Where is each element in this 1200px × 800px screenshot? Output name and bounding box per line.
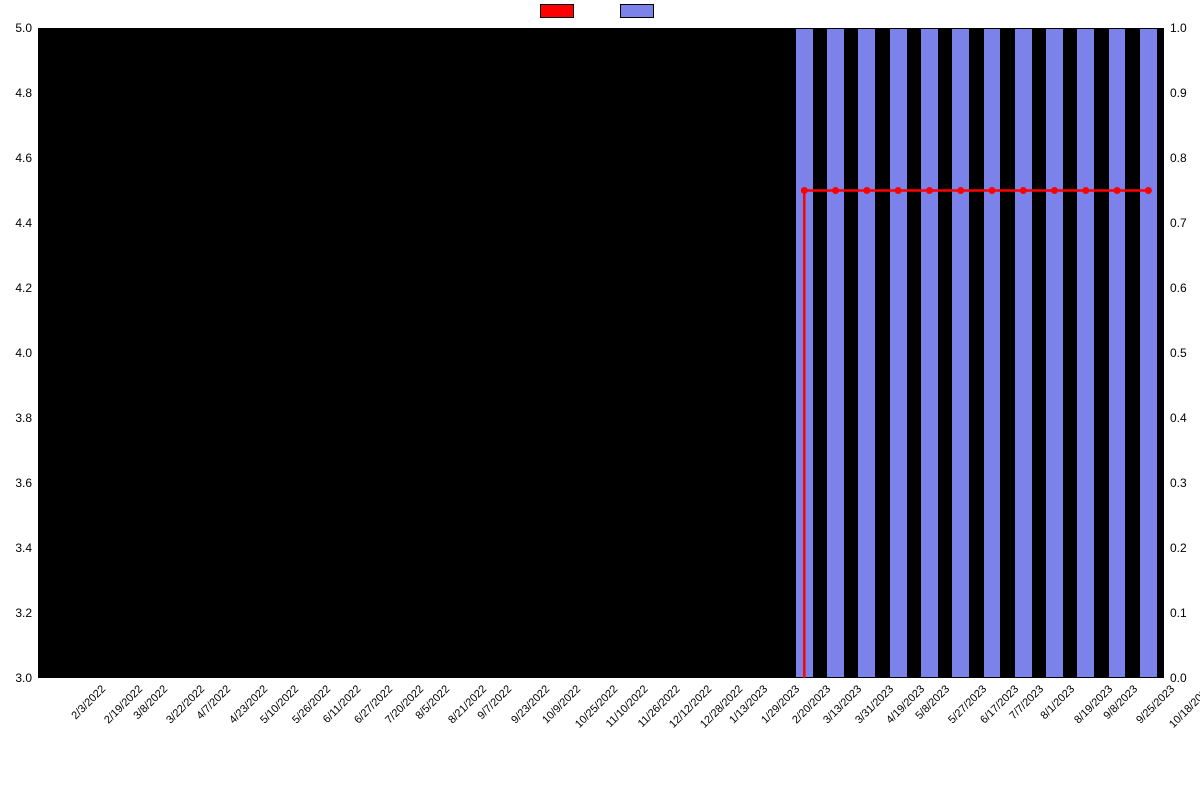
bar (1108, 28, 1127, 678)
y-right-tick-label: 0.4 (1170, 411, 1187, 425)
bar (1076, 28, 1095, 678)
bar (795, 28, 814, 678)
y-left-tick-label: 3.8 (15, 411, 32, 425)
bar (1014, 28, 1033, 678)
legend-swatch-red (540, 4, 574, 18)
bar (951, 28, 970, 678)
y-left-tick-label: 3.6 (15, 476, 32, 490)
bar (889, 28, 908, 678)
legend-swatch-blue (620, 4, 654, 18)
y-left-tick-label: 4.6 (15, 151, 32, 165)
y-left-tick-label: 5.0 (15, 21, 32, 35)
bar (1045, 28, 1064, 678)
bar (920, 28, 939, 678)
legend-item-series1 (540, 4, 580, 18)
y-right-tick-label: 0.3 (1170, 476, 1187, 490)
y-right-tick-label: 0.5 (1170, 346, 1187, 360)
y-right-tick-label: 1.0 (1170, 21, 1187, 35)
y-left-tick-label: 4.4 (15, 216, 32, 230)
y-right-tick-label: 0.8 (1170, 151, 1187, 165)
bar (983, 28, 1002, 678)
legend-item-series2 (620, 4, 660, 18)
y-left-tick-label: 4.2 (15, 281, 32, 295)
y-left-tick-label: 4.0 (15, 346, 32, 360)
y-left-tick-label: 3.4 (15, 541, 32, 555)
bar (826, 28, 845, 678)
y-left-tick-label: 3.0 (15, 671, 32, 685)
y-right-tick-label: 0.0 (1170, 671, 1187, 685)
plot-area: 3.03.23.43.63.84.04.24.44.64.85.0 0.00.1… (38, 28, 1164, 678)
bar (1139, 28, 1158, 678)
y-right-tick-label: 0.2 (1170, 541, 1187, 555)
chart-legend (0, 4, 1200, 18)
y-right-tick-label: 0.9 (1170, 86, 1187, 100)
y-right-tick-label: 0.1 (1170, 606, 1187, 620)
chart-container: { "chart": { "type": "bar-and-line-dual-… (0, 0, 1200, 800)
y-left-tick-label: 3.2 (15, 606, 32, 620)
y-left-tick-label: 4.8 (15, 86, 32, 100)
y-right-tick-label: 0.6 (1170, 281, 1187, 295)
bar (857, 28, 876, 678)
y-right-tick-label: 0.7 (1170, 216, 1187, 230)
